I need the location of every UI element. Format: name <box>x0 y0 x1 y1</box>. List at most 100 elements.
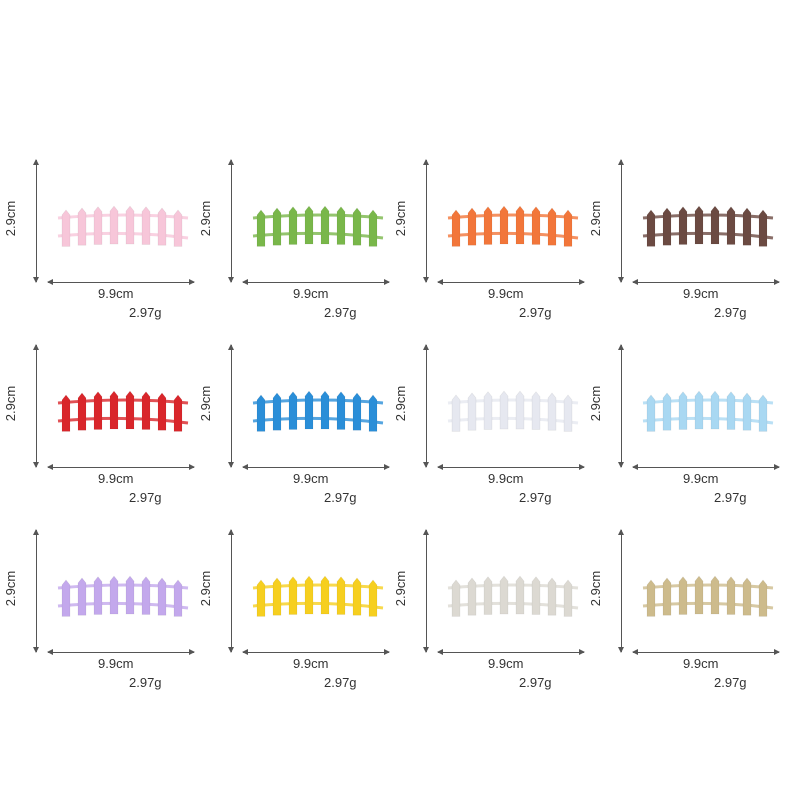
fence-picket <box>742 392 752 431</box>
fence-picket <box>157 207 167 246</box>
fence-rail-bottom <box>642 601 774 610</box>
height-label-wrap: 2.9cm <box>579 566 613 610</box>
fence-picket <box>288 576 298 615</box>
fence-picket <box>336 206 346 245</box>
fence-picket <box>547 577 557 616</box>
fence-picket <box>515 205 525 245</box>
height-label: 2.9cm <box>393 570 409 606</box>
fence-picket <box>662 392 672 431</box>
width-dimension-arrow <box>437 279 585 285</box>
fence-image <box>642 575 774 617</box>
fence-picket <box>646 579 656 617</box>
height-label: 2.9cm <box>588 385 604 421</box>
fence-picket <box>531 391 541 430</box>
height-label: 2.9cm <box>3 385 19 421</box>
fence-picket <box>157 392 167 431</box>
fence-picket <box>109 390 119 430</box>
width-dimension-arrow <box>632 464 780 470</box>
weight-label: 2.97g <box>324 305 357 320</box>
fence-item-beige: 2.9cm 9.9cm 2.97g <box>390 529 585 700</box>
width-dimension-arrow <box>437 649 585 655</box>
fence-picket <box>710 205 720 245</box>
fence-picket <box>141 391 151 430</box>
width-label: 9.9cm <box>488 656 524 671</box>
fence-picket <box>483 576 493 615</box>
fence-picket <box>758 394 768 432</box>
fence-picket <box>320 205 330 245</box>
fence-item-green: 2.9cm 9.9cm 2.97g <box>195 159 390 330</box>
fence-picket <box>77 207 87 246</box>
height-label-wrap: 2.9cm <box>384 196 418 240</box>
fence-image <box>252 390 384 432</box>
fence-picket <box>77 577 87 616</box>
height-dimension-arrow <box>228 529 234 653</box>
fence-picket <box>563 209 573 247</box>
width-label: 9.9cm <box>293 471 329 486</box>
weight-label: 2.97g <box>129 675 162 690</box>
width-dimension-arrow <box>47 649 195 655</box>
height-dimension-arrow <box>423 529 429 653</box>
fence-picket <box>547 392 557 431</box>
fence-picket <box>710 575 720 615</box>
height-label-wrap: 2.9cm <box>189 381 223 425</box>
fence-rail-bottom <box>642 416 774 425</box>
height-dimension-arrow <box>33 529 39 653</box>
height-dimension-arrow <box>33 159 39 283</box>
height-label: 2.9cm <box>393 200 409 236</box>
fence-picket <box>173 394 183 432</box>
width-label: 9.9cm <box>488 286 524 301</box>
fence-picket <box>678 576 688 615</box>
fence-rail-bottom <box>57 416 189 425</box>
fence-rail-bottom <box>252 416 384 425</box>
fence-image <box>252 575 384 617</box>
weight-label: 2.97g <box>519 675 552 690</box>
fence-picket <box>758 579 768 617</box>
width-dimension-arrow <box>242 279 390 285</box>
fence-picket <box>368 394 378 432</box>
fence-picket <box>320 575 330 615</box>
width-label: 9.9cm <box>683 286 719 301</box>
weight-label: 2.97g <box>519 490 552 505</box>
fence-picket <box>467 392 477 431</box>
fence-picket <box>467 577 477 616</box>
fence-picket <box>726 206 736 245</box>
width-label: 9.9cm <box>98 656 134 671</box>
fence-item-white: 2.9cm 9.9cm 2.97g <box>390 344 585 515</box>
height-label: 2.9cm <box>3 200 19 236</box>
fence-picket <box>451 209 461 247</box>
width-label: 9.9cm <box>488 471 524 486</box>
fence-image <box>447 390 579 432</box>
fence-picket <box>662 207 672 246</box>
width-label: 9.9cm <box>98 286 134 301</box>
fence-picket <box>499 205 509 245</box>
fence-rail-top <box>252 398 384 405</box>
fence-picket <box>694 390 704 430</box>
fence-picket <box>256 579 266 617</box>
fence-picket <box>694 575 704 615</box>
height-label: 2.9cm <box>198 200 214 236</box>
fence-picket <box>157 577 167 616</box>
fence-rail-top <box>642 583 774 590</box>
fence-rail-top <box>252 583 384 590</box>
fence-picket <box>61 579 71 617</box>
fence-picket <box>451 394 461 432</box>
fence-picket <box>742 577 752 616</box>
fence-picket <box>352 392 362 431</box>
fence-picket <box>547 207 557 246</box>
height-label-wrap: 2.9cm <box>189 566 223 610</box>
fence-picket <box>288 206 298 245</box>
fence-picket <box>352 577 362 616</box>
fence-picket <box>304 205 314 245</box>
height-label-wrap: 2.9cm <box>384 381 418 425</box>
height-dimension-arrow <box>618 344 624 468</box>
fence-picket <box>125 575 135 615</box>
fence-picket <box>256 394 266 432</box>
fence-picket <box>368 579 378 617</box>
fence-picket <box>467 207 477 246</box>
width-dimension-arrow <box>47 464 195 470</box>
fence-item-orange: 2.9cm 9.9cm 2.97g <box>390 159 585 330</box>
fence-rail-top <box>447 213 579 220</box>
fence-picket <box>272 392 282 431</box>
fence-rail-bottom <box>57 231 189 240</box>
